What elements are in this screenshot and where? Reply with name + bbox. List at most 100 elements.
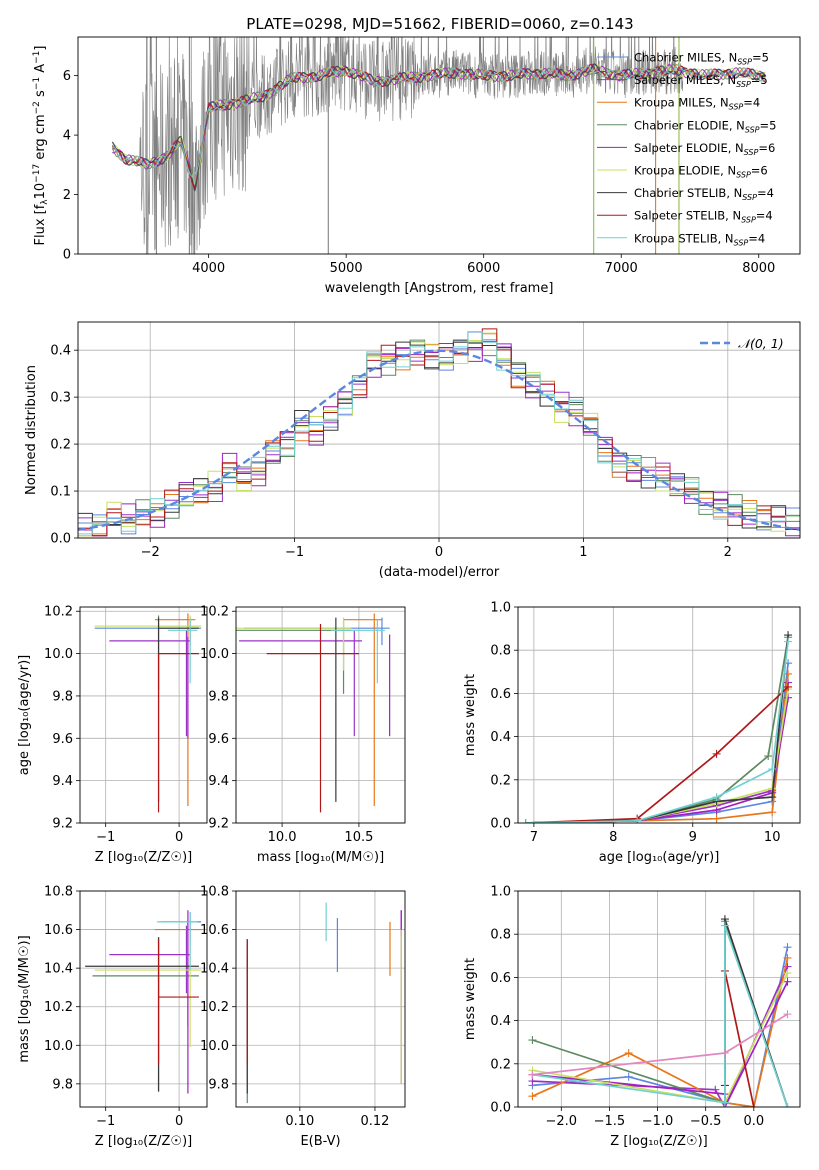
y-tick-label: 10.4 bbox=[200, 962, 229, 977]
label-sup: −1 bbox=[32, 51, 42, 64]
figure-title: PLATE=0298, MJD=51662, FIBERID=0060, z=0… bbox=[246, 15, 633, 33]
x-tick-label: 6000 bbox=[467, 261, 500, 276]
y-tick-label: 0.4 bbox=[490, 1014, 511, 1029]
axes-frame bbox=[77, 36, 801, 255]
legend-name: Salpeter STELIB, N bbox=[634, 209, 741, 223]
weight-marker bbox=[783, 1103, 792, 1107]
x-tick-label: 0 bbox=[435, 545, 443, 560]
age-y-axis-label: age [log₁₀(age/yr)] bbox=[17, 655, 32, 776]
weight-marker bbox=[783, 977, 792, 986]
weight-series-line bbox=[525, 641, 789, 823]
x-tick-label: −1.5 bbox=[594, 1114, 626, 1129]
legend-count: =6 bbox=[758, 141, 775, 155]
y-tick-label: 0 bbox=[63, 248, 71, 263]
label-part: log₁₀(M/M☉) bbox=[17, 940, 32, 1019]
legend-count: =5 bbox=[760, 118, 777, 132]
y-tick-label: 9.8 bbox=[208, 689, 229, 704]
legend-entry: Salpeter ELODIE, NSSP=6 bbox=[634, 141, 775, 157]
legend-name: Chabrier STELIB, N bbox=[634, 186, 742, 200]
legend-entry: Kroupa STELIB, NSSP=4 bbox=[634, 231, 765, 247]
y-tick-label: 9.8 bbox=[52, 1077, 73, 1092]
weight-marker bbox=[528, 1092, 537, 1101]
label-part: wavelength [Angstrom, rest frame] bbox=[325, 281, 554, 296]
y-tick-label: 10.2 bbox=[200, 1000, 229, 1015]
y-tick-label: 0.4 bbox=[50, 344, 71, 359]
label-part: log₁₀(age/yr) bbox=[17, 660, 32, 742]
weight-marker bbox=[624, 1049, 633, 1057]
weight-marker bbox=[521, 819, 530, 823]
legend-entry: Kroupa ELODIE, NSSP=6 bbox=[634, 164, 768, 180]
legend-sub: SSP bbox=[729, 103, 744, 112]
residual-histogram-step bbox=[78, 341, 800, 529]
plot-area bbox=[94, 613, 202, 813]
y-tick-label: 1.0 bbox=[490, 601, 511, 616]
y-tick-label: 4 bbox=[63, 129, 71, 144]
residual-histogram-step bbox=[78, 331, 800, 535]
spectrum-y-axis-label: Flux [fλ10−17 erg cm−2 s−1 A−1] bbox=[32, 46, 50, 246]
legend-entry: Chabrier ELODIE, NSSP=5 bbox=[634, 118, 776, 134]
legend-name: Kroupa MILES, N bbox=[634, 96, 729, 110]
label-part: s bbox=[33, 90, 48, 101]
label-part: ] bbox=[17, 655, 32, 660]
legend-entry: Chabrier STELIB, NSSP=4 bbox=[634, 186, 774, 202]
weight-marker bbox=[712, 793, 721, 802]
legend-name: Kroupa ELODIE, N bbox=[634, 164, 736, 178]
weight-marker bbox=[784, 669, 793, 678]
mass-y-axis-label: mass [log₁₀(M/M☉)] bbox=[17, 935, 32, 1062]
residual-histogram-panel: −2 −1 0 1 2 0.0 0.1 0.2 0.3 0.4 (data-model)/error… bbox=[24, 321, 801, 580]
x-tick-label: 0.10 bbox=[285, 1114, 314, 1129]
y-tick-label: 10.0 bbox=[200, 647, 229, 662]
label-part: log₁₀(Z/Z☉) bbox=[628, 1134, 702, 1149]
y-tick-label: 9.2 bbox=[208, 817, 229, 832]
legend-sub: SSP bbox=[737, 58, 752, 67]
label-part: E(B-V) bbox=[300, 1134, 340, 1149]
x-tick-label: −1.0 bbox=[642, 1114, 674, 1129]
y-tick-label: 10.6 bbox=[44, 923, 73, 938]
y-tick-label: 0.6 bbox=[490, 971, 511, 986]
metallicity-x-axis-label: Z [log₁₀(Z/Z☉)] bbox=[610, 1134, 707, 1149]
y-tick-label: 10.0 bbox=[200, 1039, 229, 1054]
label-part: ] bbox=[33, 46, 48, 51]
label-part: log₁₀(Z/Z☉) bbox=[113, 1134, 187, 1149]
y-tick-label: 0.6 bbox=[490, 687, 511, 702]
weight-series-line bbox=[532, 1013, 788, 1076]
label-part: 10 bbox=[33, 183, 48, 200]
y-tick-label: 0.3 bbox=[50, 391, 71, 406]
legend-name: Chabrier MILES, N bbox=[634, 51, 737, 65]
y-tick-label: 10.2 bbox=[44, 605, 73, 620]
weight-marker bbox=[720, 1098, 729, 1107]
legend-name: Chabrier ELODIE, N bbox=[634, 118, 745, 132]
legend-count: =4 bbox=[757, 186, 774, 200]
label-part: mass weight bbox=[463, 958, 478, 1040]
weight-vs-metallicity-panel: −2.0 −1.5 −1.0 −0.5 0.0 0.0 0.2 0.4 0.6 0.8 1.0 Z [… bbox=[463, 885, 801, 1149]
y-tick-label: 9.6 bbox=[208, 732, 229, 747]
legend-sub: SSP bbox=[744, 148, 759, 157]
spectrum-x-axis-label: wavelength [Angstrom, rest frame] bbox=[325, 281, 554, 296]
weight-marker bbox=[720, 921, 729, 930]
x-tick-label: 2 bbox=[724, 545, 732, 560]
plot-area bbox=[85, 910, 203, 1094]
y-tick-label: 9.4 bbox=[208, 774, 229, 789]
ebv-x-axis-label: E(B-V) bbox=[300, 1134, 340, 1149]
x-tick-label: 0 bbox=[175, 830, 183, 845]
x-tick-label: 8000 bbox=[742, 261, 775, 276]
x-tick-label: 0.12 bbox=[360, 1114, 389, 1129]
x-tick-label: 10.5 bbox=[344, 830, 373, 845]
label-part: Flux [f bbox=[33, 204, 48, 245]
axes-frame bbox=[79, 890, 208, 1108]
legend-count: =4 bbox=[748, 231, 765, 245]
x-tick-label: 5000 bbox=[330, 261, 363, 276]
residual-x-axis-label: (data-model)/error bbox=[379, 565, 500, 580]
label-part: Z [ bbox=[95, 1134, 113, 1149]
mass-weight-y-axis-label: mass weight bbox=[463, 958, 478, 1040]
x-tick-label: 9 bbox=[689, 830, 697, 845]
weight-marker bbox=[712, 814, 721, 823]
axes-frame bbox=[79, 606, 208, 824]
weight-marker bbox=[783, 943, 792, 952]
label-part: mass [ bbox=[257, 850, 300, 865]
weight-vs-age-panel: 7 8 9 10 0.0 0.2 0.4 0.6 0.8 1.0 age [log₁₀(age/yr… bbox=[463, 601, 801, 865]
age-x-axis-label: age [log₁₀(age/yr)] bbox=[599, 850, 720, 865]
label-part: ] bbox=[379, 850, 384, 865]
mass-vs-metallicity-panel: −1 0 9.8 10.0 10.2 10.4 10.6 10.8 Z [log₁₀(Z/Z☉)… bbox=[17, 885, 208, 1149]
